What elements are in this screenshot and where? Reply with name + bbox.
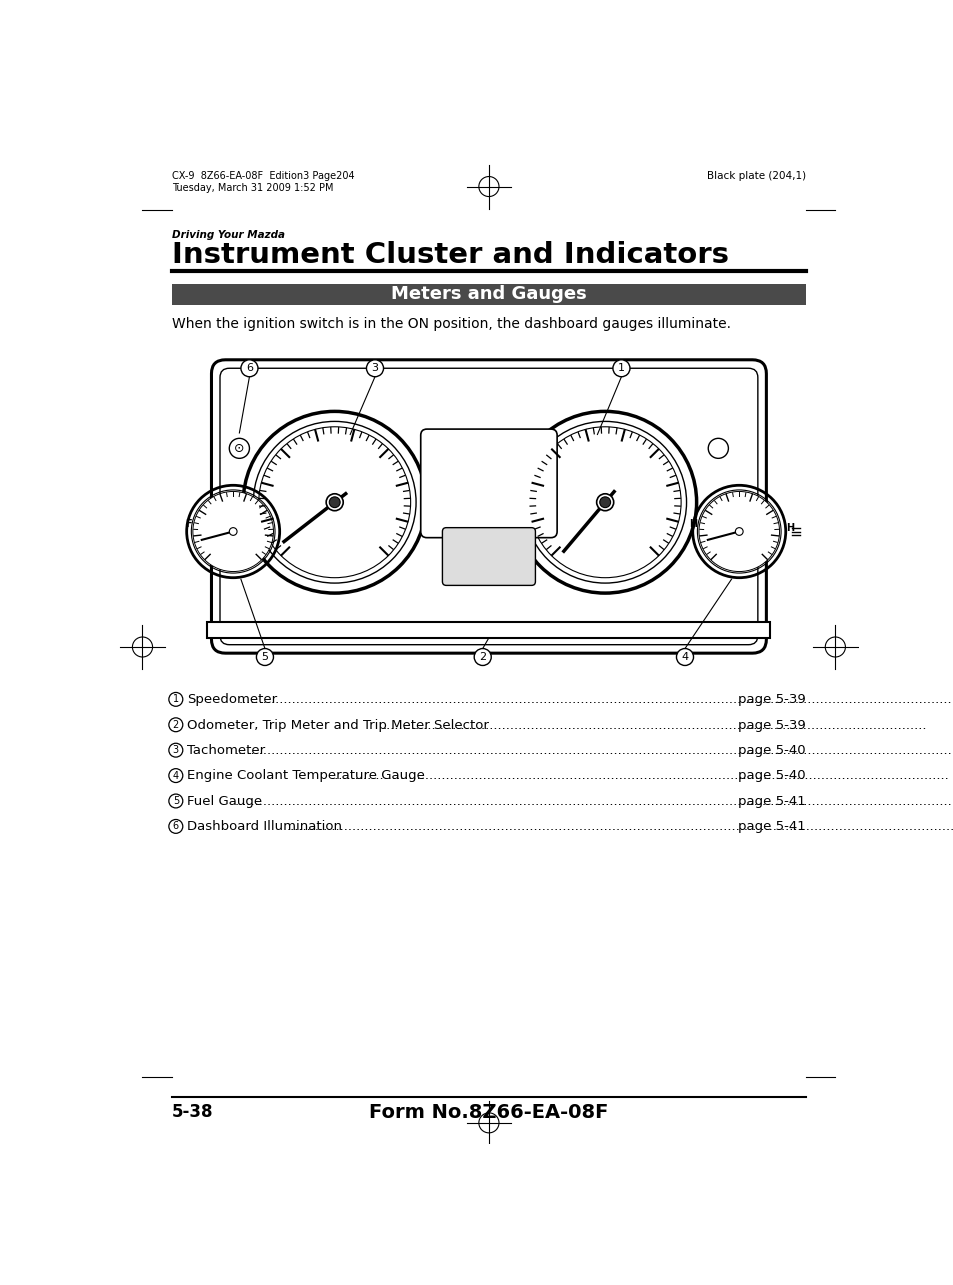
Text: CX-9  8Z66-EA-08F  Edition3 Page204
Tuesday, March 31 2009 1:52 PM: CX-9 8Z66-EA-08F Edition3 Page204 Tuesda…: [172, 171, 355, 193]
Text: Speedometer: Speedometer: [187, 693, 276, 707]
Text: Driving Your Mazda: Driving Your Mazda: [172, 230, 285, 240]
Text: 5-38: 5-38: [172, 1103, 213, 1121]
Text: 5: 5: [261, 651, 268, 662]
Text: 6: 6: [172, 821, 179, 831]
Text: Fuel Gauge: Fuel Gauge: [187, 795, 261, 808]
Circle shape: [699, 491, 779, 572]
Text: 3: 3: [172, 745, 179, 756]
Circle shape: [599, 497, 610, 508]
Text: Black plate (204,1): Black plate (204,1): [706, 171, 805, 181]
Text: When the ignition switch is in the ON position, the dashboard gauges illuminate.: When the ignition switch is in the ON po…: [172, 317, 730, 332]
Text: ⊙: ⊙: [233, 442, 244, 455]
Bar: [172, 284, 805, 305]
Text: Dashboard Illumination: Dashboard Illumination: [187, 820, 341, 833]
Text: F: F: [185, 519, 192, 529]
Circle shape: [256, 649, 274, 666]
Text: page 5-41: page 5-41: [738, 820, 805, 833]
Text: Tachometer: Tachometer: [187, 744, 265, 757]
Text: ................................................................................: ........................................…: [330, 770, 948, 783]
Circle shape: [735, 528, 742, 536]
Text: 2: 2: [172, 720, 179, 730]
Text: H: H: [689, 519, 697, 529]
Text: ................................................................................: ........................................…: [239, 693, 953, 707]
Text: 6: 6: [246, 364, 253, 373]
Text: Odometer, Trip Meter and Trip Meter Selector: Odometer, Trip Meter and Trip Meter Sele…: [187, 718, 488, 731]
Text: 5: 5: [172, 795, 179, 806]
Text: page 5-40: page 5-40: [738, 770, 805, 783]
Text: ................................................................................: ........................................…: [382, 718, 925, 731]
Text: 3: 3: [371, 364, 378, 373]
FancyBboxPatch shape: [420, 429, 557, 537]
Text: H: H: [785, 523, 793, 533]
Text: ................................................................................: ........................................…: [234, 744, 953, 757]
Circle shape: [229, 528, 236, 536]
FancyBboxPatch shape: [220, 369, 757, 645]
Text: 4: 4: [680, 651, 688, 662]
Circle shape: [474, 649, 491, 666]
Ellipse shape: [596, 493, 613, 510]
Text: 1: 1: [618, 364, 624, 373]
Ellipse shape: [326, 493, 343, 510]
Text: 4: 4: [172, 771, 179, 780]
Text: 1: 1: [172, 694, 179, 704]
Circle shape: [258, 427, 410, 578]
Text: Form No.8Z66-EA-08F: Form No.8Z66-EA-08F: [369, 1103, 608, 1122]
Circle shape: [707, 438, 728, 459]
Text: 2: 2: [478, 651, 486, 662]
Circle shape: [366, 360, 383, 377]
Circle shape: [329, 497, 340, 508]
Text: Meters and Gauges: Meters and Gauges: [391, 285, 586, 303]
Circle shape: [676, 649, 693, 666]
Text: ................................................................................: ........................................…: [287, 820, 953, 833]
Bar: [207, 622, 769, 637]
Text: Instrument Cluster and Indicators: Instrument Cluster and Indicators: [172, 242, 728, 270]
Text: page 5-41: page 5-41: [738, 795, 805, 808]
FancyBboxPatch shape: [212, 360, 765, 653]
Circle shape: [529, 427, 680, 578]
Circle shape: [193, 491, 274, 572]
Circle shape: [612, 360, 629, 377]
Text: page 5-40: page 5-40: [738, 744, 805, 757]
Text: ................................................................................: ........................................…: [234, 795, 953, 808]
Text: page 5-39: page 5-39: [738, 718, 805, 731]
Text: page 5-39: page 5-39: [738, 693, 805, 707]
Text: Engine Coolant Temperature Gauge: Engine Coolant Temperature Gauge: [187, 770, 424, 783]
Circle shape: [241, 360, 257, 377]
FancyBboxPatch shape: [442, 528, 535, 586]
